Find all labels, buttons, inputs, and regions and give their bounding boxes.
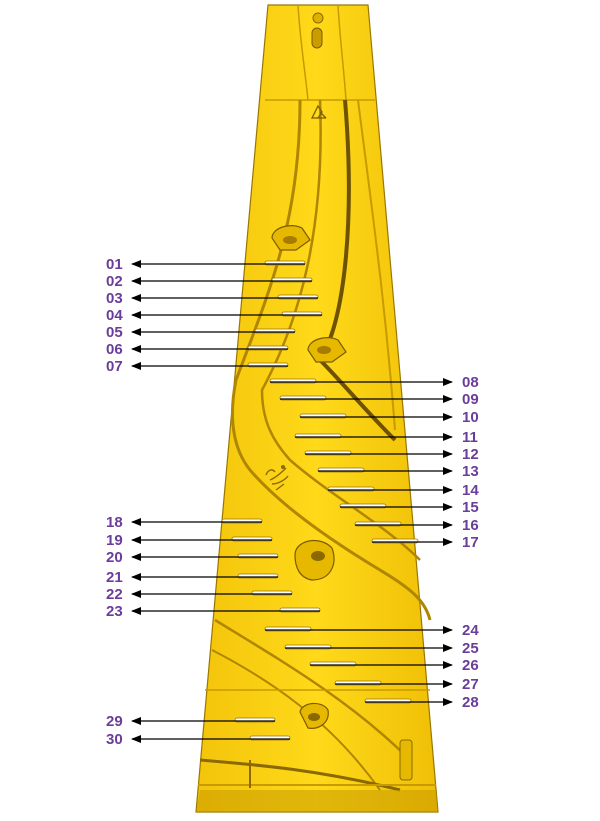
callout-label-24: 24 (462, 622, 479, 639)
callout-label-27: 27 (462, 676, 479, 693)
callout-label-22: 22 (106, 586, 123, 603)
callout-label-05: 05 (106, 324, 123, 341)
callout-label-03: 03 (106, 290, 123, 307)
callout-label-11: 11 (462, 429, 478, 446)
callout-label-25: 25 (462, 640, 479, 657)
callout-label-14: 14 (462, 482, 479, 499)
callout-label-12: 12 (462, 446, 479, 463)
callout-label-13: 13 (462, 463, 479, 480)
callout-label-07: 07 (106, 358, 123, 375)
callout-label-30: 30 (106, 731, 123, 748)
stylized-letter-logo-icon (310, 104, 327, 119)
callout-label-15: 15 (462, 499, 479, 516)
callout-label-28: 28 (462, 694, 479, 711)
callout-label-18: 18 (106, 514, 123, 531)
callout-label-02: 02 (106, 273, 123, 290)
callout-label-26: 26 (462, 657, 479, 674)
callout-label-16: 16 (462, 517, 479, 534)
jump-figure-icon (265, 465, 289, 491)
callout-label-21: 21 (106, 569, 123, 586)
callout-label-04: 04 (106, 307, 123, 324)
callout-label-29: 29 (106, 713, 123, 730)
callout-label-23: 23 (106, 603, 123, 620)
callout-label-19: 19 (106, 532, 123, 549)
callout-label-20: 20 (106, 549, 123, 566)
leader-arrows (131, 260, 453, 743)
callout-label-01: 01 (106, 256, 123, 273)
callout-label-09: 09 (462, 391, 479, 408)
callout-label-06: 06 (106, 341, 123, 358)
callout-label-08: 08 (462, 374, 479, 391)
part-body (195, 4, 439, 813)
callout-label-10: 10 (462, 409, 479, 426)
callout-label-17: 17 (462, 534, 479, 551)
